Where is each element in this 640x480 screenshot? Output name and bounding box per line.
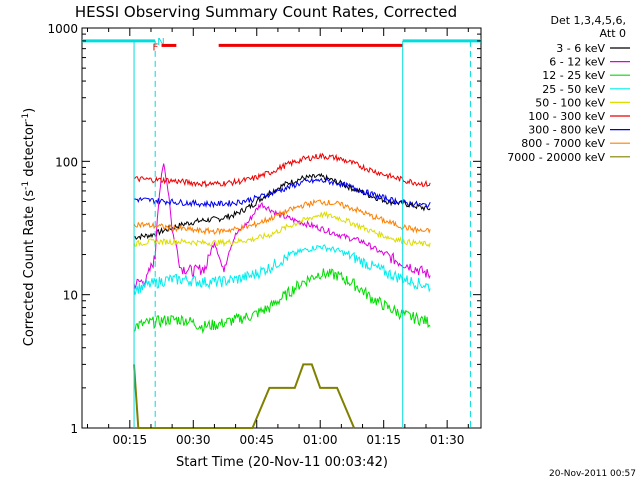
series-line [133, 172, 431, 241]
y-axis-label-sup1: -1 [21, 181, 31, 190]
legend-label: 7000 - 20000 keV [507, 151, 605, 164]
y-axis-label-mid: detector [22, 121, 37, 181]
series-line [133, 198, 431, 236]
series-line [133, 244, 431, 295]
legend-label: 300 - 800 keV [528, 124, 605, 137]
y-axis-label-main: Corrected Count Rate (s [22, 190, 37, 347]
legend-header: Det 1,3,4,5,6, [550, 14, 626, 27]
attenuator-label: N [157, 37, 164, 48]
legend-label: 100 - 300 keV [528, 110, 605, 123]
axes: 1 10 100 1000 00:15 00:30 00:45 01:00 01:15 01:30 [47, 22, 481, 447]
x-axis-label: Start Time (20-Nov-11 00:03:42) [176, 455, 388, 470]
x-tick-label: 00:30 [176, 433, 211, 447]
x-tick-label: 01:15 [366, 433, 401, 447]
x-tick-label: 01:00 [303, 433, 338, 447]
legend-header: Att 0 [600, 27, 626, 40]
series-line [133, 152, 431, 188]
series-line [133, 268, 431, 335]
y-axis-label-end: ) [22, 108, 37, 113]
plot-area [81, 27, 482, 429]
y-tick-label: 1000 [47, 22, 78, 36]
flag-label: F [153, 42, 159, 53]
legend-label: 3 - 6 keV [556, 42, 605, 55]
legend-label: 800 - 7000 keV [521, 137, 605, 150]
footer-timestamp: 20-Nov-2011 00:57 [549, 469, 636, 479]
series-line [133, 210, 431, 248]
series-line [133, 177, 431, 209]
y-axis-label-sup2: -1 [21, 113, 31, 122]
y-tick-label: 10 [63, 289, 78, 303]
y-axis-label: Corrected Count Rate (s-1 detector-1) [21, 108, 37, 346]
x-tick-label: 00:45 [239, 433, 274, 447]
plot-frame [81, 27, 482, 429]
x-tick-label: 01:30 [430, 433, 465, 447]
y-tick-label: 1 [70, 422, 78, 436]
chart-title: HESSI Observing Summary Count Rates, Cor… [75, 3, 457, 21]
legend-label: 25 - 50 keV [542, 83, 605, 96]
legend-label: 50 - 100 keV [535, 96, 605, 109]
x-tick-label: 00:15 [113, 433, 148, 447]
legend-label: 12 - 25 keV [542, 69, 605, 82]
legend-label: 6 - 12 keV [549, 56, 605, 69]
y-tick-label: 100 [55, 155, 78, 169]
